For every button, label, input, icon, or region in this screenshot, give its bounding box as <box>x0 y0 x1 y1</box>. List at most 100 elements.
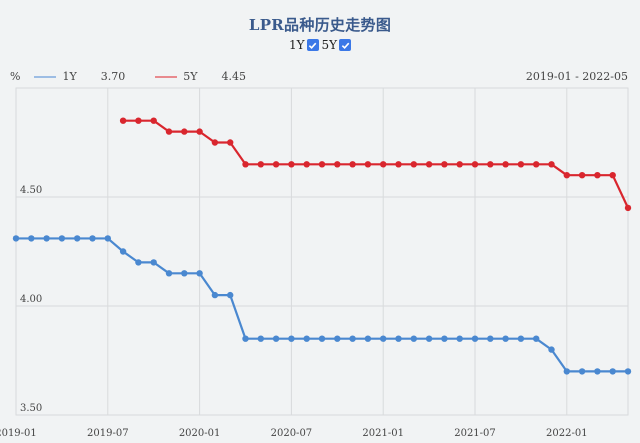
data-point[interactable] <box>119 117 127 124</box>
data-point[interactable] <box>578 368 586 375</box>
data-point[interactable] <box>517 335 525 342</box>
data-point[interactable] <box>364 335 372 342</box>
toggle-1y-label: 1Y <box>288 38 305 52</box>
data-point[interactable] <box>104 235 112 242</box>
data-point[interactable] <box>257 335 264 342</box>
legend-item-5y[interactable]: 5Y 4.45 <box>155 70 246 83</box>
data-point[interactable] <box>609 368 616 375</box>
data-point[interactable] <box>624 368 632 375</box>
data-point[interactable] <box>349 161 356 168</box>
data-point[interactable] <box>196 128 203 135</box>
data-point[interactable] <box>410 335 417 342</box>
series-toggles: 1Y 5Y <box>0 38 640 52</box>
data-point[interactable] <box>410 161 417 168</box>
legend-name: 5Y <box>183 70 198 83</box>
data-point[interactable] <box>211 291 219 299</box>
data-point[interactable] <box>135 259 142 266</box>
data-point[interactable] <box>502 335 509 342</box>
toggle-1y[interactable]: 1Y <box>289 38 319 52</box>
svg-text:3.50: 3.50 <box>20 403 42 414</box>
legend-value: 4.45 <box>221 70 246 83</box>
data-point[interactable] <box>58 235 66 242</box>
legend: % 1Y 3.70 5Y 4.45 <box>10 70 276 83</box>
legend-line-icon <box>155 75 178 78</box>
data-point[interactable] <box>242 161 249 168</box>
unit-label: % <box>10 70 21 83</box>
data-point[interactable] <box>165 270 173 277</box>
data-point[interactable] <box>135 117 142 124</box>
data-point[interactable] <box>12 235 20 242</box>
data-point[interactable] <box>288 161 295 168</box>
checkbox-checked-icon[interactable] <box>339 39 352 51</box>
data-point[interactable] <box>502 161 509 168</box>
legend-line-icon <box>34 75 57 78</box>
data-point[interactable] <box>594 368 601 375</box>
data-point[interactable] <box>548 161 555 168</box>
data-point[interactable] <box>181 270 188 277</box>
data-point[interactable] <box>456 161 463 168</box>
checkbox-checked-icon[interactable] <box>306 39 319 51</box>
data-point[interactable] <box>578 172 586 179</box>
data-point[interactable] <box>364 161 372 168</box>
data-point[interactable] <box>548 346 555 353</box>
data-point[interactable] <box>257 161 264 168</box>
data-point[interactable] <box>533 335 540 342</box>
data-point[interactable] <box>441 161 448 168</box>
data-point[interactable] <box>624 204 632 212</box>
data-point[interactable] <box>288 335 295 342</box>
data-point[interactable] <box>594 172 601 179</box>
data-point[interactable] <box>471 335 479 342</box>
data-point[interactable] <box>380 161 387 168</box>
data-point[interactable] <box>318 335 326 342</box>
legend-item-1y[interactable]: 1Y 3.70 <box>34 70 125 83</box>
date-range: 2019-01 - 2022-05 <box>525 70 628 83</box>
data-point[interactable] <box>196 270 203 277</box>
data-point[interactable] <box>334 161 341 168</box>
data-point[interactable] <box>150 117 157 124</box>
data-point[interactable] <box>425 335 433 342</box>
data-point[interactable] <box>43 235 50 242</box>
data-point[interactable] <box>487 335 494 342</box>
data-point[interactable] <box>227 291 234 299</box>
data-point[interactable] <box>74 235 81 242</box>
data-point[interactable] <box>563 172 570 179</box>
data-point[interactable] <box>272 161 280 168</box>
data-point[interactable] <box>334 335 341 342</box>
data-point[interactable] <box>303 335 310 342</box>
grid-lines <box>15 87 629 416</box>
data-point[interactable] <box>380 335 387 342</box>
data-point[interactable] <box>227 139 234 146</box>
data-point[interactable] <box>609 172 616 179</box>
data-point[interactable] <box>487 161 494 168</box>
data-point[interactable] <box>425 161 433 168</box>
data-point[interactable] <box>517 161 525 168</box>
x-axis-labels: 2019-01 2019-07 2020-01 2020-07 2021-01 2021-… <box>0 428 588 439</box>
data-point[interactable] <box>242 335 249 342</box>
data-point[interactable] <box>349 335 356 342</box>
y-axis-labels: 3.50 4.00 4.50 <box>20 185 42 414</box>
data-point[interactable] <box>471 161 479 168</box>
data-point[interactable] <box>181 128 188 135</box>
data-point[interactable] <box>533 161 540 168</box>
data-point[interactable] <box>563 368 570 375</box>
data-point[interactable] <box>441 335 448 342</box>
data-point[interactable] <box>150 259 157 266</box>
data-point[interactable] <box>119 248 127 255</box>
toggle-5y[interactable]: 5Y <box>322 38 352 52</box>
data-point[interactable] <box>456 335 463 342</box>
data-point[interactable] <box>89 235 96 242</box>
data-point[interactable] <box>28 235 35 242</box>
data-point[interactable] <box>395 335 402 342</box>
svg-text:2021-07: 2021-07 <box>454 428 496 439</box>
data-point[interactable] <box>211 139 219 146</box>
data-point[interactable] <box>318 161 326 168</box>
data-point[interactable] <box>272 335 280 342</box>
svg-text:4.50: 4.50 <box>20 185 42 196</box>
svg-text:2022-01: 2022-01 <box>546 428 588 439</box>
svg-text:2019-01: 2019-01 <box>0 428 37 439</box>
svg-text:2019-07: 2019-07 <box>87 428 129 439</box>
data-point[interactable] <box>165 128 173 135</box>
data-point[interactable] <box>395 161 402 168</box>
data-point[interactable] <box>303 161 310 168</box>
